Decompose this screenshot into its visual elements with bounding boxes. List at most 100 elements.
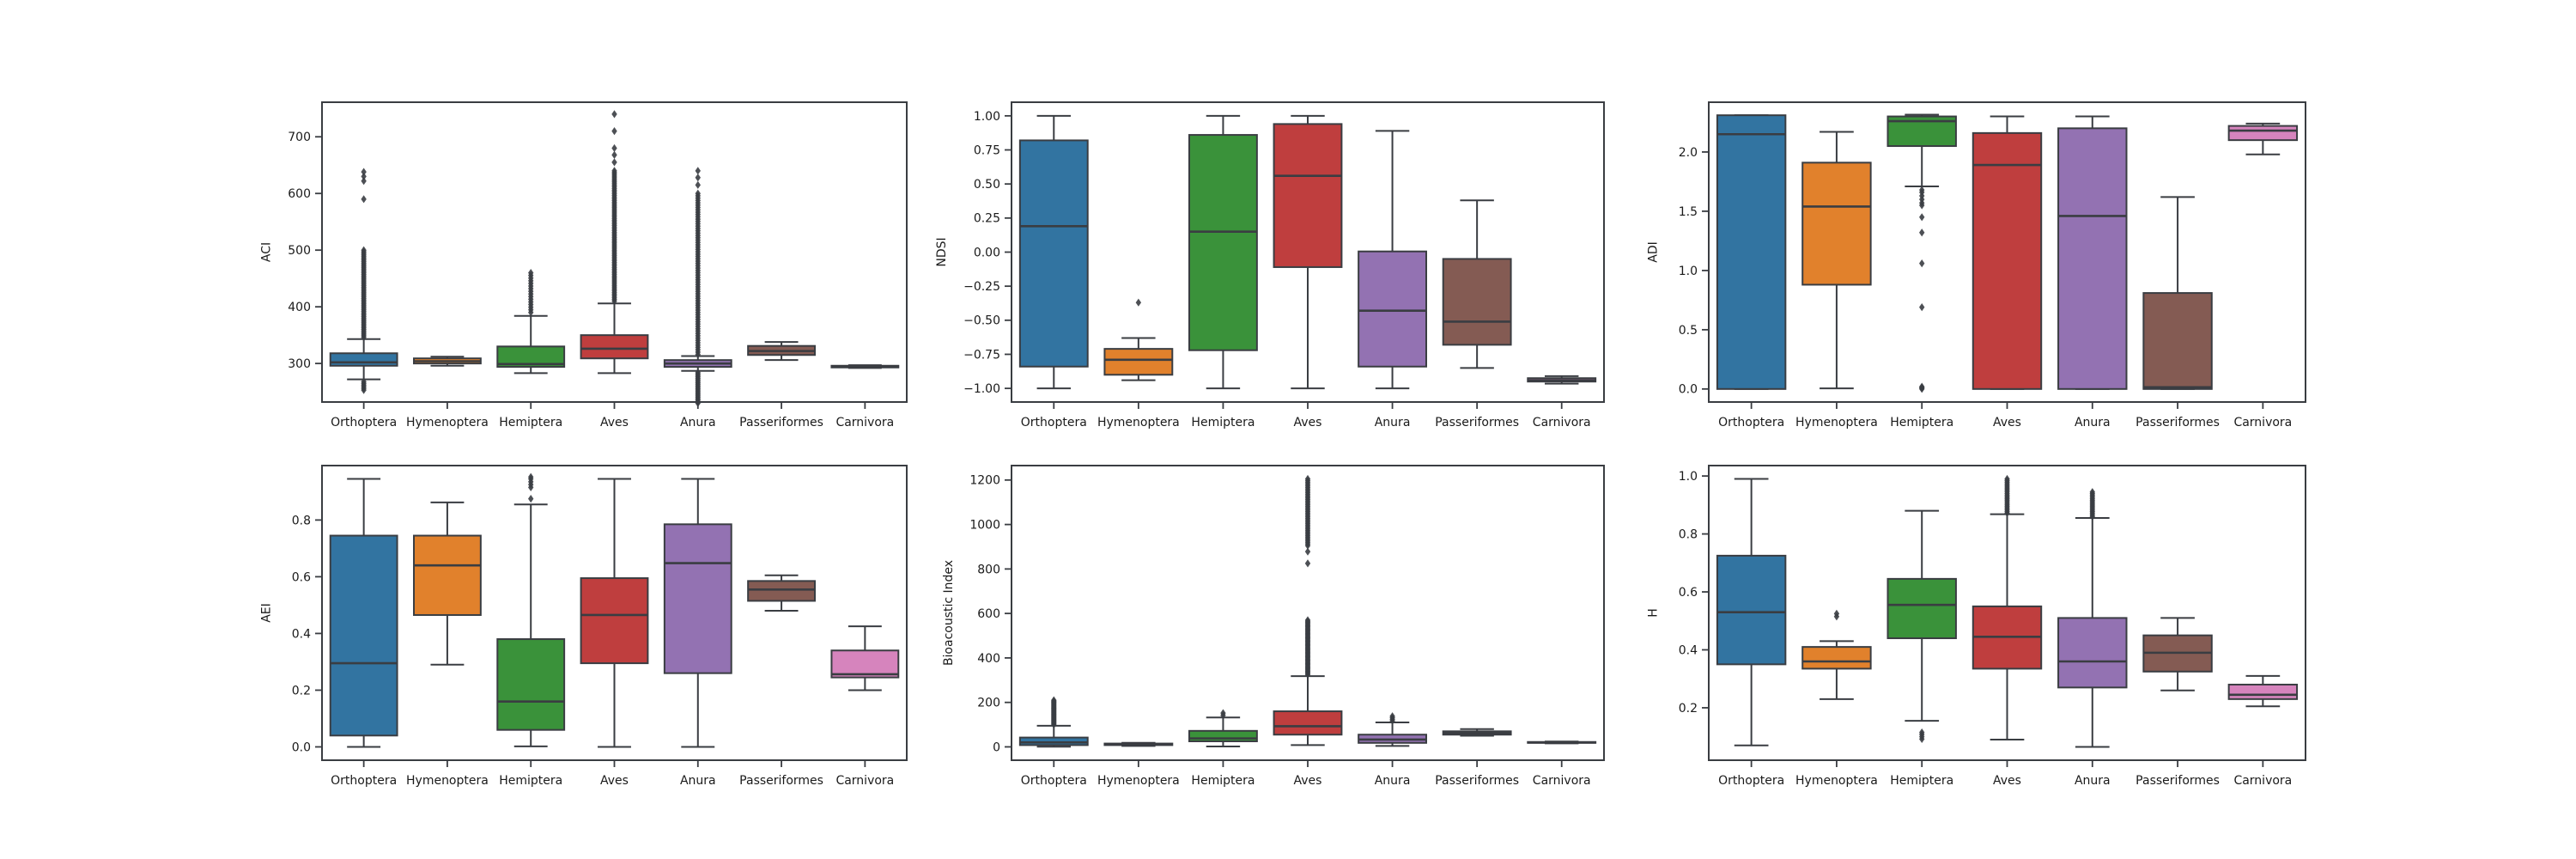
x-tick-label: Anura <box>680 416 716 430</box>
outlier-marker <box>1919 201 1925 210</box>
bioacoustic-index-boxplot: 0 200 400 600 800 1000 1200 Bioacoustic Index Or… <box>942 465 1605 788</box>
outlier-marker <box>611 167 617 175</box>
x-tick-label: Orthoptera <box>1021 774 1087 788</box>
outlier-marker <box>1919 213 1925 222</box>
iqr-box <box>1018 139 1089 368</box>
x-tick-label: Orthoptera <box>1718 774 1784 788</box>
iqr-box <box>1358 250 1427 368</box>
y-tick-label: 0.2 <box>1679 702 1698 716</box>
x-tick-label: Aves <box>1993 774 2021 788</box>
x-tick-label: Orthoptera <box>331 774 397 788</box>
x-tick-label: Orthoptera <box>1718 416 1784 430</box>
x-tick-label: Hymenoptera <box>1097 774 1180 788</box>
y-tick-label: 0.00 <box>974 246 1000 259</box>
x-tick-label: Hymenoptera <box>406 774 489 788</box>
outlier-marker <box>695 167 701 175</box>
iqr-box <box>1716 554 1787 666</box>
x-axis: Orthoptera Hymenoptera Hemiptera Aves Anura P… <box>1021 402 1591 430</box>
box-aves <box>1273 114 1343 390</box>
box-anura <box>663 167 732 407</box>
iqr-box <box>830 649 900 679</box>
h-boxplot: 0.2 0.4 0.6 0.8 1.0 H Orthoptera Hymenoptera Hem… <box>1646 465 2306 788</box>
y-axis: 1.00 0.75 0.50 0.25 0.00 −0.25 −0.50 −0.75 −1.00 <box>963 110 1012 396</box>
iqr-box <box>580 577 649 665</box>
x-tick-label: Hymenoptera <box>406 416 489 430</box>
outlier-marker <box>1304 616 1311 624</box>
outlier-marker <box>1304 547 1311 556</box>
outlier-marker <box>361 195 367 204</box>
box-carnivora <box>2227 674 2299 708</box>
x-tick-label: Passeriformes <box>739 416 823 430</box>
box-aves <box>1273 474 1343 746</box>
aci-boxplot: 300 400 500 600 700 ACI Orthoptera Hymenoptera H… <box>259 101 908 430</box>
iqr-box <box>2057 617 2128 689</box>
x-tick-label: Orthoptera <box>1021 416 1087 430</box>
outlier-marker <box>528 495 534 503</box>
x-tick-label: Aves <box>1993 416 2021 430</box>
x-tick-label: Aves <box>1294 416 1322 430</box>
box-anura <box>2057 115 2128 390</box>
y-tick-label: −0.75 <box>963 348 1000 362</box>
iqr-box <box>1442 258 1512 346</box>
box-aves <box>580 478 649 748</box>
axes-frame <box>1708 465 2306 761</box>
x-tick-label: Anura <box>1375 416 1411 430</box>
iqr-box <box>1273 123 1343 268</box>
outlier-marker <box>1304 559 1311 568</box>
x-tick-label: Hemiptera <box>499 416 562 430</box>
x-tick-label: Hemiptera <box>499 774 562 788</box>
iqr-box <box>1801 161 1872 286</box>
y-tick-label: 0.25 <box>974 212 1000 226</box>
box-hymenoptera <box>413 501 482 666</box>
box-orthoptera <box>329 168 398 394</box>
adi-boxplot: 0.0 0.5 1.0 1.5 2.0 ADI Orthoptera Hymenoptera H… <box>1646 101 2306 430</box>
outlier-marker <box>361 168 367 176</box>
x-tick-label: Hymenoptera <box>1795 774 1878 788</box>
x-axis: Orthoptera Hymenoptera Hemiptera Aves Anura P… <box>331 402 894 430</box>
box-hemiptera <box>1188 114 1258 390</box>
subplot-h: 0.2 0.4 0.6 0.8 1.0 H Orthoptera Hymenoptera Hem… <box>1646 465 2306 788</box>
y-tick-label: 800 <box>977 563 1000 576</box>
x-tick-label: Orthoptera <box>331 416 397 430</box>
x-tick-label: Carnivora <box>2233 416 2292 430</box>
box-carnivora <box>1527 740 1597 745</box>
iqr-box <box>329 352 398 367</box>
x-tick-label: Passeriformes <box>739 774 823 788</box>
box-anura <box>663 478 732 748</box>
x-tick-label: Hymenoptera <box>1097 416 1180 430</box>
box-anura <box>2057 488 2128 748</box>
outlier-marker <box>1833 609 1840 618</box>
y-tick-label: 2.0 <box>1679 146 1698 160</box>
outlier-marker <box>611 158 617 167</box>
box-hemiptera <box>496 472 566 747</box>
y-tick-label: 700 <box>288 131 311 144</box>
y-tick-label: 0.5 <box>1679 324 1698 338</box>
outlier-marker <box>1304 474 1311 484</box>
x-tick-label: Hymenoptera <box>1795 416 1878 430</box>
x-axis: Orthoptera Hymenoptera Hemiptera Aves Anura P… <box>1718 760 2292 788</box>
y-tick-label: −0.50 <box>963 314 1000 328</box>
y-axis: 0.0 0.2 0.4 0.6 0.8 <box>292 514 322 754</box>
outlier-marker <box>361 172 367 181</box>
outlier-marker <box>1220 709 1226 717</box>
iqr-box <box>1188 134 1258 351</box>
box-passeriformes <box>747 341 816 362</box>
iqr-box <box>413 534 482 616</box>
x-tick-label: Aves <box>600 774 629 788</box>
y-axis-label: Bioacoustic Index <box>942 560 956 666</box>
y-axis: 0 200 400 600 800 1000 1200 <box>969 474 1012 754</box>
y-tick-label: 1200 <box>969 474 1000 488</box>
axes-frame <box>1011 101 1605 403</box>
y-tick-label: 600 <box>288 187 311 201</box>
y-tick-label: 400 <box>977 652 1000 666</box>
iqr-box <box>496 345 566 369</box>
iqr-box <box>747 580 816 602</box>
y-tick-label: 1.0 <box>1679 470 1698 484</box>
y-tick-label: −0.25 <box>963 280 1000 294</box>
x-tick-label: Anura <box>680 774 716 788</box>
iqr-box <box>1971 131 2043 390</box>
y-tick-label: 0.6 <box>292 570 311 584</box>
box-carnivora <box>1527 375 1597 385</box>
outlier-marker <box>1919 728 1925 737</box>
box-hemiptera <box>496 268 566 375</box>
